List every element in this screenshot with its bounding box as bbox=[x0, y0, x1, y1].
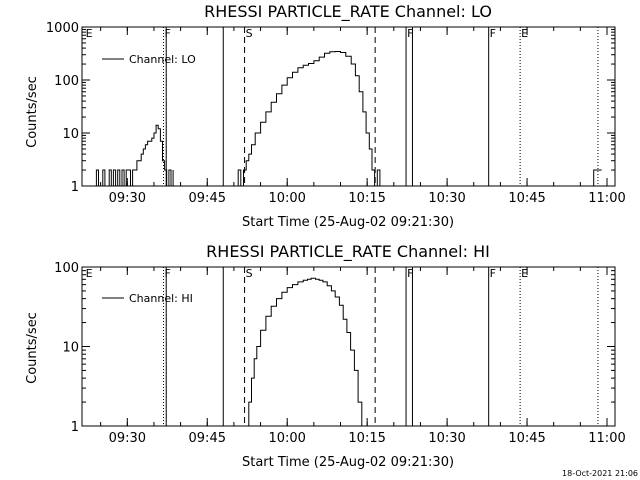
lo-series-line bbox=[591, 169, 602, 187]
hi-x-tick-label: 10:30 bbox=[428, 431, 465, 446]
lo-marker-label: F bbox=[490, 27, 496, 40]
lo-x-tick-label: 10:00 bbox=[268, 191, 305, 206]
hi-marker-label: F bbox=[407, 267, 413, 280]
lo-axis-ticks: 09:30 09:45 10:00 10:15 10:30 10:45 11:00 1 10 10… bbox=[46, 21, 626, 206]
hi-x-axis-label: Start Time (25-Aug-02 09:21:30) bbox=[242, 455, 454, 470]
hi-x-tick-label: 11:00 bbox=[588, 431, 625, 446]
hi-x-tick-label: 10:45 bbox=[508, 431, 545, 446]
lo-legend-label: Channel: LO bbox=[129, 53, 196, 66]
lo-series-line bbox=[235, 51, 381, 187]
hi-legend: Channel: HI bbox=[102, 292, 193, 305]
lo-y-tick-label: 1 bbox=[71, 180, 79, 195]
hi-data-series bbox=[246, 277, 363, 427]
lo-data-series bbox=[94, 51, 602, 187]
lo-x-tick-label: 10:30 bbox=[428, 191, 465, 206]
lo-x-tick-label: 10:15 bbox=[348, 191, 385, 206]
lo-x-tick-label: 11:00 bbox=[588, 191, 625, 206]
lo-x-axis-label: Start Time (25-Aug-02 09:21:30) bbox=[242, 215, 454, 230]
hi-y-tick-label: 1 bbox=[71, 420, 79, 435]
lo-series-line bbox=[94, 124, 174, 187]
hi-y-tick-label: 100 bbox=[54, 261, 79, 276]
hi-x-tick-label: 09:45 bbox=[189, 431, 226, 446]
hi-x-tick-label: 10:00 bbox=[268, 431, 305, 446]
hi-chart-title: RHESSI PARTICLE_RATE Channel: HI bbox=[206, 242, 490, 262]
hi-y-axis-label: Counts/sec bbox=[25, 312, 40, 384]
lo-y-tick-label: 1000 bbox=[46, 21, 79, 36]
hi-plot-frame bbox=[81, 266, 616, 427]
hi-marker-label: S bbox=[246, 267, 253, 280]
lo-x-tick-label: 10:45 bbox=[508, 191, 545, 206]
hi-y-tick-label: 10 bbox=[62, 341, 79, 356]
hi-x-tick-label: 09:30 bbox=[109, 431, 146, 446]
hi-marker-label: E bbox=[521, 267, 528, 280]
timestamp: 18-Oct-2021 21:06 bbox=[562, 469, 638, 478]
lo-x-tick-label: 09:30 bbox=[109, 191, 146, 206]
hi-marker-label: F bbox=[165, 267, 171, 280]
lo-y-tick-label: 10 bbox=[62, 127, 79, 142]
lo-chart-title: RHESSI PARTICLE_RATE Channel: LO bbox=[204, 2, 492, 22]
lo-marker-label: S bbox=[246, 27, 253, 40]
hi-marker-label: E bbox=[86, 267, 93, 280]
lo-channel-panel: RHESSI PARTICLE_RATE Channel: LO Counts/… bbox=[25, 2, 626, 230]
lo-legend: Channel: LO bbox=[102, 53, 196, 66]
lo-y-axis-label: Counts/sec bbox=[25, 76, 40, 148]
hi-x-tick-label: 10:15 bbox=[348, 431, 385, 446]
lo-marker-label: F bbox=[407, 27, 413, 40]
hi-legend-label: Channel: HI bbox=[129, 292, 193, 305]
lo-y-tick-label: 100 bbox=[54, 74, 79, 89]
lo-marker-label: F bbox=[165, 27, 171, 40]
lo-marker-label: E bbox=[521, 27, 528, 40]
hi-series-line bbox=[246, 277, 363, 427]
lo-plot-frame bbox=[81, 26, 616, 187]
hi-channel-panel: RHESSI PARTICLE_RATE Channel: HI Counts/… bbox=[25, 242, 626, 470]
hi-axis-ticks: 09:30 09:45 10:00 10:15 10:30 10:45 11:00 1 10 10… bbox=[54, 261, 626, 446]
lo-marker-label: E bbox=[86, 27, 93, 40]
lo-x-tick-label: 09:45 bbox=[189, 191, 226, 206]
hi-marker-label: F bbox=[490, 267, 496, 280]
